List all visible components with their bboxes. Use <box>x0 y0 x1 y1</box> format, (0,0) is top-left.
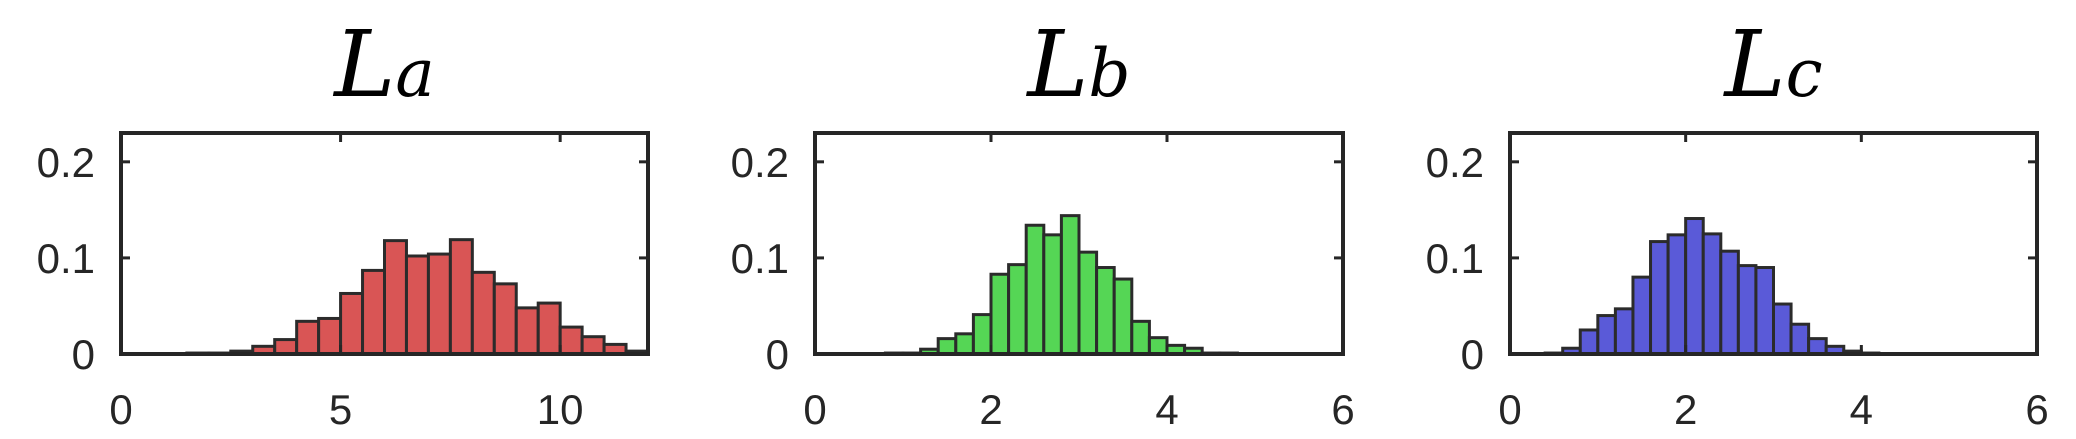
x-tick-label: 0 <box>109 386 132 433</box>
bars-group <box>883 214 1239 356</box>
histogram-bar <box>404 254 430 356</box>
histogram-bar <box>273 338 299 356</box>
x-tick-label: 10 <box>537 386 584 433</box>
histogram-bar <box>1112 277 1134 356</box>
bars-group <box>185 238 650 356</box>
panel-title-main: L <box>1025 11 1088 118</box>
histogram-bar <box>558 325 584 356</box>
x-tick-label: 6 <box>1331 386 1354 433</box>
histogram-bar <box>989 272 1011 356</box>
y-tick-label: 0.1 <box>37 235 95 282</box>
y-tick-label: 0.1 <box>1426 235 1484 282</box>
bars-group <box>1543 217 1881 356</box>
histogram-bar <box>426 252 452 356</box>
panel-title-a: La <box>332 11 434 118</box>
histogram-bar <box>1578 328 1600 356</box>
histogram-bar <box>1772 302 1793 356</box>
y-tick-label: 0.2 <box>1426 139 1484 186</box>
histogram-bar <box>1059 214 1081 356</box>
x-tick-label: 2 <box>1674 386 1697 433</box>
histogram-panel-c: Lc 0 0.1 0.2 0 2 4 6 <box>1426 11 2049 433</box>
axes-box <box>1508 131 2039 356</box>
histogram-bar <box>1719 249 1740 356</box>
y-tick-label: 0.2 <box>731 139 789 186</box>
histogram-bar <box>361 268 386 356</box>
histogram-bar <box>1095 266 1116 356</box>
x-tick-label: 2 <box>979 386 1002 433</box>
histogram-bar <box>1649 240 1670 356</box>
histogram-bar <box>580 335 606 356</box>
histogram-bar <box>1613 307 1635 356</box>
histogram-bar <box>492 282 518 356</box>
histogram-bar <box>448 238 474 356</box>
panel-title-main: L <box>1722 11 1785 118</box>
histogram-bar <box>1042 233 1063 356</box>
histogram-bar <box>317 316 343 356</box>
histogram-bar <box>954 332 975 356</box>
histogram-bar <box>1147 336 1169 356</box>
histogram-bar <box>536 301 562 356</box>
y-tick-label: 0 <box>1461 331 1484 378</box>
x-tick-label: 0 <box>803 386 826 433</box>
histogram-bar <box>1007 263 1028 356</box>
x-tick-label: 6 <box>2025 386 2048 433</box>
histogram-bar <box>1631 275 1653 356</box>
y-tick-label: 0 <box>766 331 789 378</box>
panel-title-subscript: c <box>1786 35 1823 112</box>
histogram-bar <box>339 291 365 356</box>
histogram-bar <box>971 313 993 356</box>
histogram-bar <box>470 270 496 356</box>
y-tick-label: 0.1 <box>731 235 789 282</box>
histogram-bar <box>936 337 958 356</box>
histogram-bar <box>514 306 540 356</box>
histogram-bar <box>1807 337 1828 356</box>
histogram-bar <box>295 319 321 356</box>
x-tick-label: 4 <box>1155 386 1178 433</box>
histogram-bar <box>1666 233 1688 356</box>
histogram-bar <box>1024 223 1046 356</box>
histogram-bar <box>1701 232 1723 356</box>
histogram-bar <box>1754 266 1776 356</box>
x-tick-label: 5 <box>329 386 352 433</box>
histogram-panel-b: Lb 0 0.1 0.2 0 2 4 6 <box>731 11 1355 433</box>
panel-title-b: Lb <box>1025 11 1130 118</box>
x-tick-label: 0 <box>1498 386 1521 433</box>
panel-title-subscript: a <box>395 35 434 112</box>
panel-title-main: L <box>332 11 395 118</box>
panel-title-subscript: b <box>1088 35 1130 112</box>
histogram-bar <box>383 239 408 356</box>
x-tick-label: 4 <box>1850 386 1873 433</box>
axes-box <box>119 131 650 356</box>
axes-box <box>813 131 1345 356</box>
histogram-panel-a: La 0 0.1 0.2 0 5 10 <box>37 11 650 433</box>
histogram-bar <box>1077 250 1099 356</box>
panel-title-c: Lc <box>1722 11 1822 118</box>
histogram-bar <box>1130 319 1151 356</box>
histogram-bar <box>1684 217 1705 356</box>
y-tick-label: 0.2 <box>37 139 95 186</box>
histogram-bar <box>1596 314 1617 356</box>
histogram-bar <box>1789 322 1811 356</box>
y-tick-label: 0 <box>72 331 95 378</box>
histogram-bar <box>1736 264 1758 356</box>
